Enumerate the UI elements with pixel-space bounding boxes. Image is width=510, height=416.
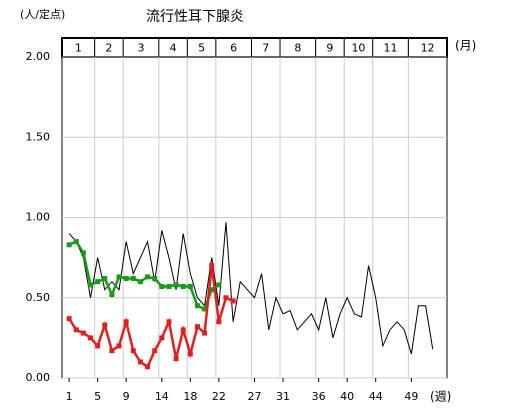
series-marker (159, 284, 165, 290)
series-marker (194, 324, 200, 330)
series-marker (73, 327, 79, 333)
month-label: 6 (230, 42, 237, 55)
series-marker (109, 292, 115, 298)
x-tick-label: 49 (404, 390, 418, 403)
series-marker (102, 322, 108, 328)
series-marker (88, 335, 94, 341)
series-marker (130, 275, 136, 281)
x-tick-label: 44 (369, 390, 383, 403)
y-tick-label: 0.50 (26, 291, 51, 304)
x-tick-label: 27 (248, 390, 262, 403)
series-marker (223, 295, 229, 301)
series-line (68, 222, 434, 355)
month-label: 1 (75, 42, 82, 55)
series-marker (194, 303, 200, 309)
series-marker (95, 279, 101, 285)
month-label: 2 (105, 42, 112, 55)
series-marker (152, 275, 158, 281)
x-tick-label: 9 (123, 390, 130, 403)
series-marker (216, 319, 222, 325)
series-marker (73, 239, 79, 245)
series-marker (102, 275, 108, 281)
series-marker (166, 284, 172, 290)
y-tick-label: 1.50 (26, 130, 51, 143)
x-tick-label: 31 (276, 390, 290, 403)
series-marker (123, 275, 129, 281)
series-marker (173, 282, 179, 288)
series-marker (130, 348, 136, 354)
series-marker (66, 242, 72, 248)
series-marker (145, 364, 151, 370)
month-label: 11 (384, 42, 398, 55)
x-tick-label: 40 (340, 390, 354, 403)
series-marker (109, 348, 115, 354)
x-tick-label: 22 (212, 390, 226, 403)
series-marker (187, 351, 193, 357)
month-label: 4 (170, 42, 177, 55)
series-marker (137, 279, 143, 285)
x-tick-label: 36 (312, 390, 326, 403)
series-marker (166, 319, 172, 325)
plot-frame (61, 37, 448, 379)
series-marker (159, 335, 165, 341)
y-tick-label: 1.00 (26, 211, 51, 224)
series-marker (88, 282, 94, 288)
month-label: 3 (137, 42, 144, 55)
series-marker (230, 298, 236, 304)
series-marker (209, 263, 215, 269)
series-marker (180, 327, 186, 333)
x-unit-label: (週) (430, 390, 451, 404)
series-line (68, 239, 220, 311)
series-marker (66, 316, 72, 322)
series-marker (202, 330, 208, 336)
month-label: 7 (262, 42, 269, 55)
series-marker (209, 287, 215, 293)
series-marker (187, 284, 193, 290)
chart-title: 流行性耳下腺炎 (146, 9, 244, 25)
x-tick-label: 5 (94, 390, 101, 403)
series-marker (173, 356, 179, 362)
series-marker (80, 250, 86, 256)
x-tick-label: 1 (66, 390, 73, 403)
series-marker (145, 274, 151, 280)
series-marker (216, 282, 222, 288)
month-label: 10 (351, 42, 365, 55)
month-label: 12 (421, 42, 435, 55)
series-marker (116, 274, 122, 280)
month-unit-label: (月) (455, 39, 476, 53)
series-marker (123, 319, 129, 325)
series-marker (137, 359, 143, 365)
x-tick-label: 18 (183, 390, 197, 403)
y-unit-label: (人/定点) (20, 7, 65, 21)
series-marker (116, 343, 122, 349)
month-label: 5 (198, 42, 205, 55)
series-marker (80, 330, 86, 336)
y-tick-label: 2.00 (26, 50, 51, 63)
x-tick-label: 14 (155, 390, 169, 403)
y-tick-label: 0.00 (26, 371, 51, 384)
series-marker (180, 284, 186, 290)
series-marker (95, 343, 101, 349)
month-label: 8 (294, 42, 301, 55)
series-marker (152, 348, 158, 354)
month-label: 9 (326, 42, 333, 55)
series-marker (202, 306, 208, 312)
